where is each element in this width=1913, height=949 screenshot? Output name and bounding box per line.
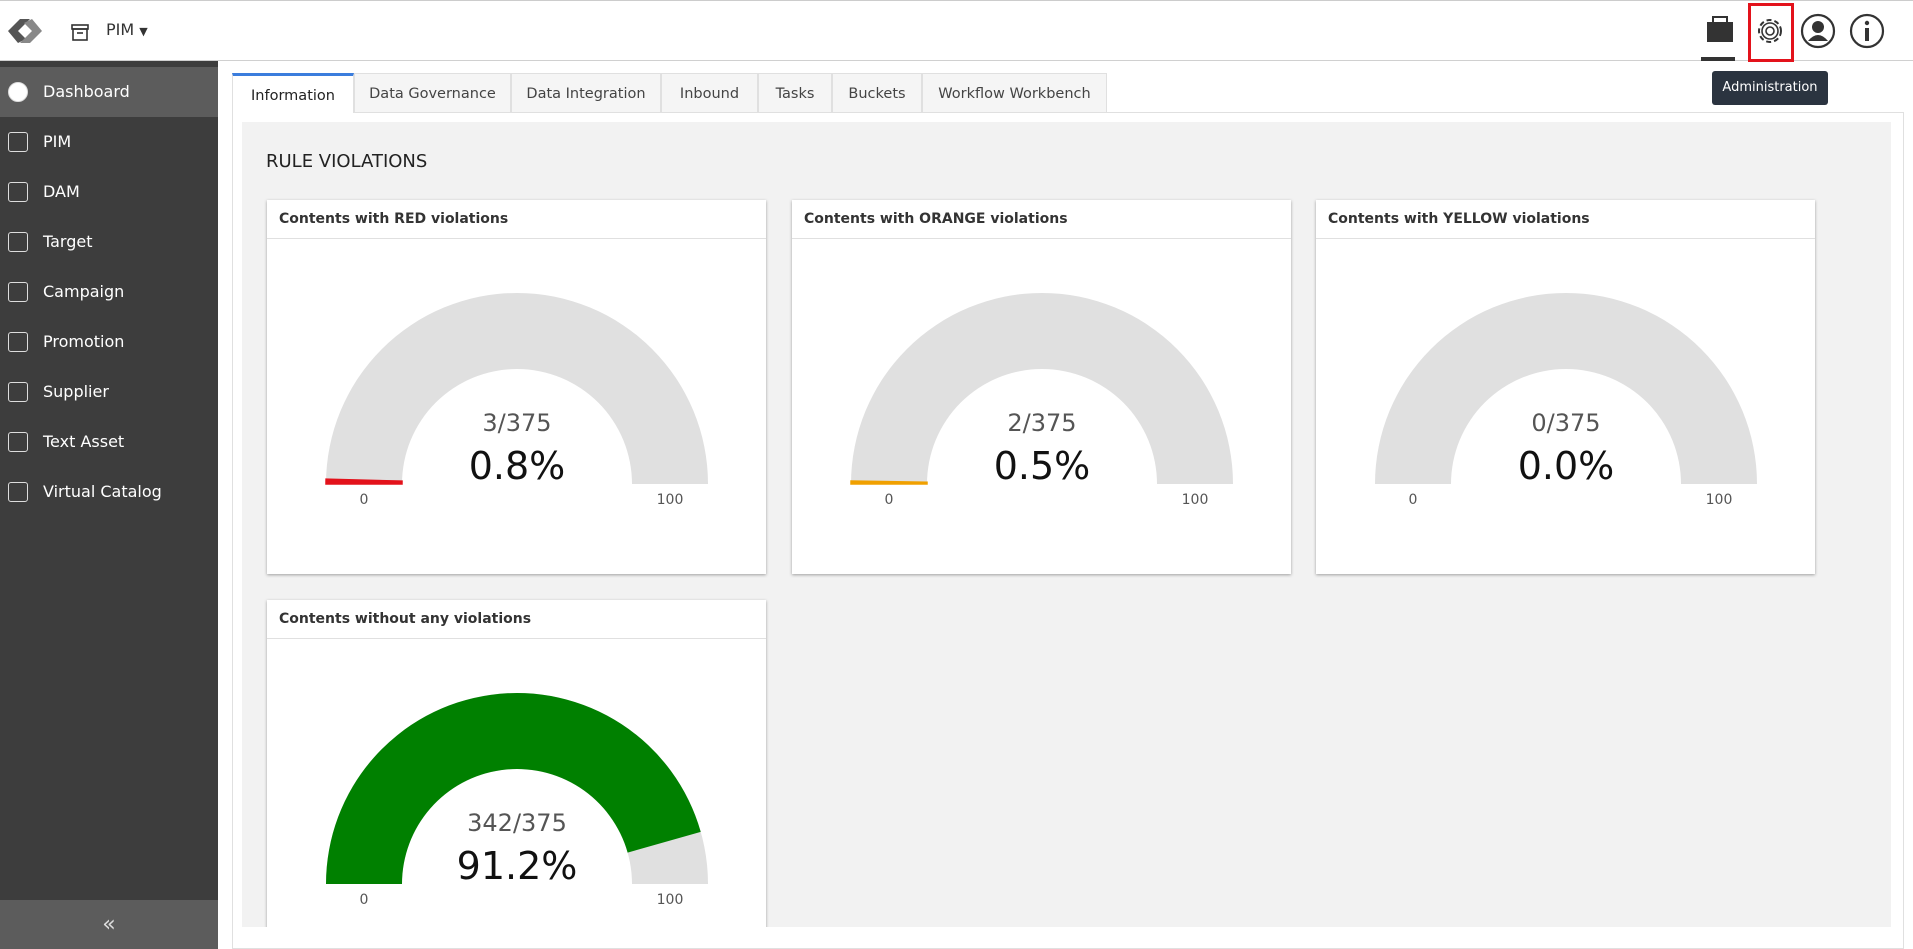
gauge-value xyxy=(850,480,928,485)
cart-icon[interactable] xyxy=(1704,14,1736,48)
gauge-value xyxy=(325,478,403,485)
sidebar-icon xyxy=(8,332,28,352)
content-panel: RULE VIOLATIONS Contents with RED violat… xyxy=(242,122,1891,927)
sidebar-icon xyxy=(8,132,28,152)
sidebar-label[interactable]: Dashboard xyxy=(43,82,130,101)
percent-label: 91.2% xyxy=(457,844,578,888)
top-bar: PIM ▼ xyxy=(0,0,1913,62)
card-title: Contents with ORANGE violations xyxy=(792,200,1291,239)
gauge-max: 100 xyxy=(657,492,684,508)
card-title: Contents with YELLOW violations xyxy=(1316,200,1815,239)
module-name[interactable]: PIM xyxy=(106,20,135,39)
sidebar-item[interactable]: DAM xyxy=(0,167,218,217)
module-selector[interactable]: PIM ▼ xyxy=(106,20,148,39)
gauge-track xyxy=(851,293,1233,484)
sidebar-icon xyxy=(8,182,28,202)
dropdown-arrow[interactable]: ▼ xyxy=(139,25,148,38)
user-icon[interactable] xyxy=(1800,13,1836,49)
sidebar-item[interactable]: Campaign xyxy=(0,267,218,317)
gauge: 3/375 0.8% 0 100 xyxy=(325,293,708,508)
sidebar-label[interactable]: Campaign xyxy=(43,282,125,301)
gauge-min: 0 xyxy=(360,492,369,508)
sidebar-label[interactable]: Promotion xyxy=(43,332,125,351)
sidebar-item[interactable]: Text Asset xyxy=(0,417,218,467)
gauge-card: Contents with YELLOW violations 0/375 0.0%… xyxy=(1316,200,1815,574)
gauge-card: Contents with RED violations 3/375 0.8% 0 10… xyxy=(267,200,766,574)
info-icon[interactable] xyxy=(1849,13,1885,49)
gauge-value xyxy=(326,693,701,884)
card-title: Contents without any violations xyxy=(267,600,766,639)
sidebar-icon xyxy=(8,382,28,402)
sidebar-icon xyxy=(8,432,28,452)
gauge-track xyxy=(1375,293,1757,484)
tab[interactable]: Data Integration xyxy=(511,73,661,113)
percent-label: 0.8% xyxy=(469,444,566,488)
count-label: 2/375 xyxy=(1007,409,1076,437)
section-title: RULE VIOLATIONS xyxy=(266,151,428,172)
gauge-max: 100 xyxy=(1182,492,1209,508)
sidebar-icon xyxy=(8,232,28,252)
tab[interactable]: Workflow Workbench xyxy=(922,73,1107,113)
gauge-card: Contents without any violations 342/375 91… xyxy=(267,600,766,927)
gauge: 0/375 0.0% 0 100 xyxy=(1375,293,1757,508)
gauge-min: 0 xyxy=(885,492,894,508)
count-label: 3/375 xyxy=(482,409,551,437)
gauge-min: 0 xyxy=(1409,492,1418,508)
tab[interactable]: Data Governance xyxy=(354,73,511,113)
sidebar-label[interactable]: Supplier xyxy=(43,382,109,401)
gauge-max: 100 xyxy=(657,892,684,908)
gauge: 2/375 0.5% 0 100 xyxy=(850,293,1233,508)
gauge-max: 100 xyxy=(1706,492,1733,508)
sidebar-label[interactable]: Virtual Catalog xyxy=(43,482,162,501)
module-icon xyxy=(71,24,89,41)
sidebar-icon xyxy=(8,282,28,302)
tab[interactable]: Inbound xyxy=(661,73,758,113)
card-title: Contents with RED violations xyxy=(267,200,766,239)
sidebar-item[interactable]: Supplier xyxy=(0,367,218,417)
gauge-track xyxy=(326,293,708,484)
settings-icon[interactable] xyxy=(1753,14,1787,48)
sidebar-label[interactable]: Target xyxy=(43,232,93,251)
tooltip: Administration xyxy=(1712,71,1828,105)
percent-label: 0.0% xyxy=(1518,444,1615,488)
sidebar-item[interactable]: Promotion xyxy=(0,317,218,367)
sidebar-icon xyxy=(8,482,28,502)
sidebar-item[interactable]: PIM xyxy=(0,117,218,167)
sidebar-label[interactable]: PIM xyxy=(43,132,72,151)
gauge-card: Contents with ORANGE violations 2/375 0.5%… xyxy=(792,200,1291,574)
percent-label: 0.5% xyxy=(994,444,1091,488)
tab[interactable]: Tasks xyxy=(758,73,832,113)
logo[interactable] xyxy=(2,11,48,51)
highlight-box xyxy=(1748,3,1794,62)
gauge-min: 0 xyxy=(360,892,369,908)
sidebar-item[interactable]: Dashboard xyxy=(0,67,218,117)
collapse-button[interactable]: « xyxy=(0,900,218,949)
count-label: 342/375 xyxy=(467,809,567,837)
tab[interactable]: Buckets xyxy=(832,73,922,113)
tab[interactable]: Information xyxy=(232,73,354,113)
sidebar-label[interactable]: DAM xyxy=(43,182,80,201)
count-label: 0/375 xyxy=(1531,409,1600,437)
sidebar: Dashboard PIM DAM Target Campaign Promotion Su… xyxy=(0,61,218,949)
sidebar-item[interactable]: Virtual Catalog xyxy=(0,467,218,517)
sidebar-icon xyxy=(8,82,28,102)
sidebar-item[interactable]: Target xyxy=(0,217,218,267)
gauge: 342/375 91.2% 0 100 xyxy=(326,693,708,908)
active-indicator xyxy=(1701,57,1735,61)
sidebar-label[interactable]: Text Asset xyxy=(43,432,125,451)
